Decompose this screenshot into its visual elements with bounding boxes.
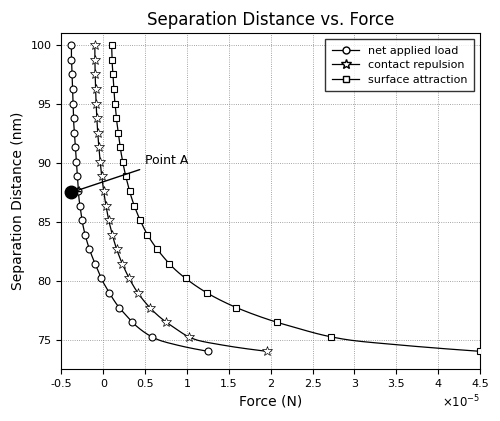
X-axis label: Force (N): Force (N) [239, 394, 302, 408]
Title: Separation Distance vs. Force: Separation Distance vs. Force [147, 11, 394, 29]
Legend: net applied load, contact repulsion, surface attraction: net applied load, contact repulsion, sur… [325, 39, 474, 91]
Text: Point A: Point A [76, 154, 188, 192]
Y-axis label: Separation Distance (nm): Separation Distance (nm) [11, 112, 25, 290]
Text: $\times10^{-5}$: $\times10^{-5}$ [442, 394, 480, 411]
